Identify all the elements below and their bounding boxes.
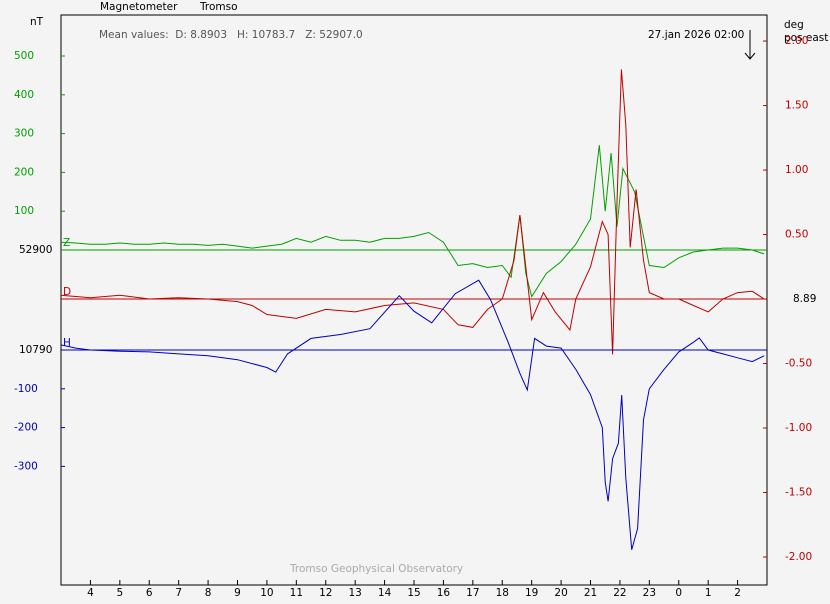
y-tick-label: -300 [14, 460, 38, 472]
x-tick-label: 0 [675, 587, 682, 599]
x-tick-label: 17 [466, 587, 479, 599]
plot-frame [60, 14, 768, 586]
y-tick-label: 1.00 [785, 164, 808, 176]
x-tick-label: 22 [613, 587, 626, 599]
x-tick-label: 1 [705, 587, 712, 599]
y-tick-label: 1.50 [785, 100, 808, 112]
x-tick-label: 7 [175, 587, 182, 599]
left-axis-label: nT [30, 16, 44, 28]
footer: Tromso Geophysical Observatory [289, 563, 463, 575]
y-tick-label: -100 [14, 383, 38, 395]
series-label: D [63, 286, 71, 298]
x-tick-label: 18 [496, 587, 509, 599]
right-axis-sublabel: pos east [784, 32, 828, 44]
series-line [60, 69, 765, 355]
x-tick-label: 8 [205, 587, 212, 599]
series-line [60, 279, 765, 550]
y-tick-label: 300 [14, 128, 34, 140]
x-tick-label: 20 [554, 587, 567, 599]
series-label: H [63, 337, 71, 349]
x-tick-label: 21 [584, 587, 597, 599]
chart-title: Magnetometer [100, 1, 178, 13]
series-label: Z [63, 237, 70, 249]
x-tick-label: 4 [87, 587, 94, 599]
y-tick-label: 10790 [19, 344, 52, 356]
y-tick-label: -200 [14, 422, 38, 434]
y-tick-label: 400 [14, 89, 34, 101]
right-axis-label: deg [784, 19, 804, 31]
x-tick-label: 19 [525, 587, 538, 599]
y-tick-label: -1.50 [785, 487, 812, 499]
mean-values: Mean values: D: 8.8903 H: 10783.7 Z: 529… [99, 29, 363, 41]
series-line [60, 145, 765, 298]
x-tick-label: 2 [734, 587, 741, 599]
time-arrow [744, 30, 756, 60]
x-tick-label: 23 [643, 587, 656, 599]
y-tick-label: 200 [14, 166, 34, 178]
y-tick-label: 8.89 [793, 293, 816, 305]
y-tick-label: 2.00 [785, 35, 808, 47]
x-tick-label: 11 [290, 587, 303, 599]
x-tick-label: 15 [407, 587, 420, 599]
x-tick-label: 16 [437, 587, 451, 599]
y-tick-label: 100 [14, 205, 34, 217]
y-tick-label: -2.00 [785, 551, 812, 563]
y-tick-label: 52900 [19, 244, 52, 256]
x-tick-label: 6 [146, 587, 153, 599]
y-tick-label: 0.50 [785, 229, 808, 241]
x-tick-label: 9 [234, 587, 241, 599]
y-tick-label: 500 [14, 50, 34, 62]
x-tick-label: 5 [116, 587, 123, 599]
x-tick-label: 13 [348, 587, 361, 599]
x-tick-label: 10 [260, 587, 273, 599]
x-tick-label: 12 [319, 587, 332, 599]
timestamp: 27.jan 2026 02:00 [648, 29, 744, 41]
y-tick-label: -1.00 [785, 422, 812, 434]
chart-subtitle: Tromso [199, 1, 238, 13]
x-tick-label: 14 [378, 587, 392, 599]
arrow-head [744, 52, 756, 60]
y-tick-label: -0.50 [785, 358, 812, 370]
